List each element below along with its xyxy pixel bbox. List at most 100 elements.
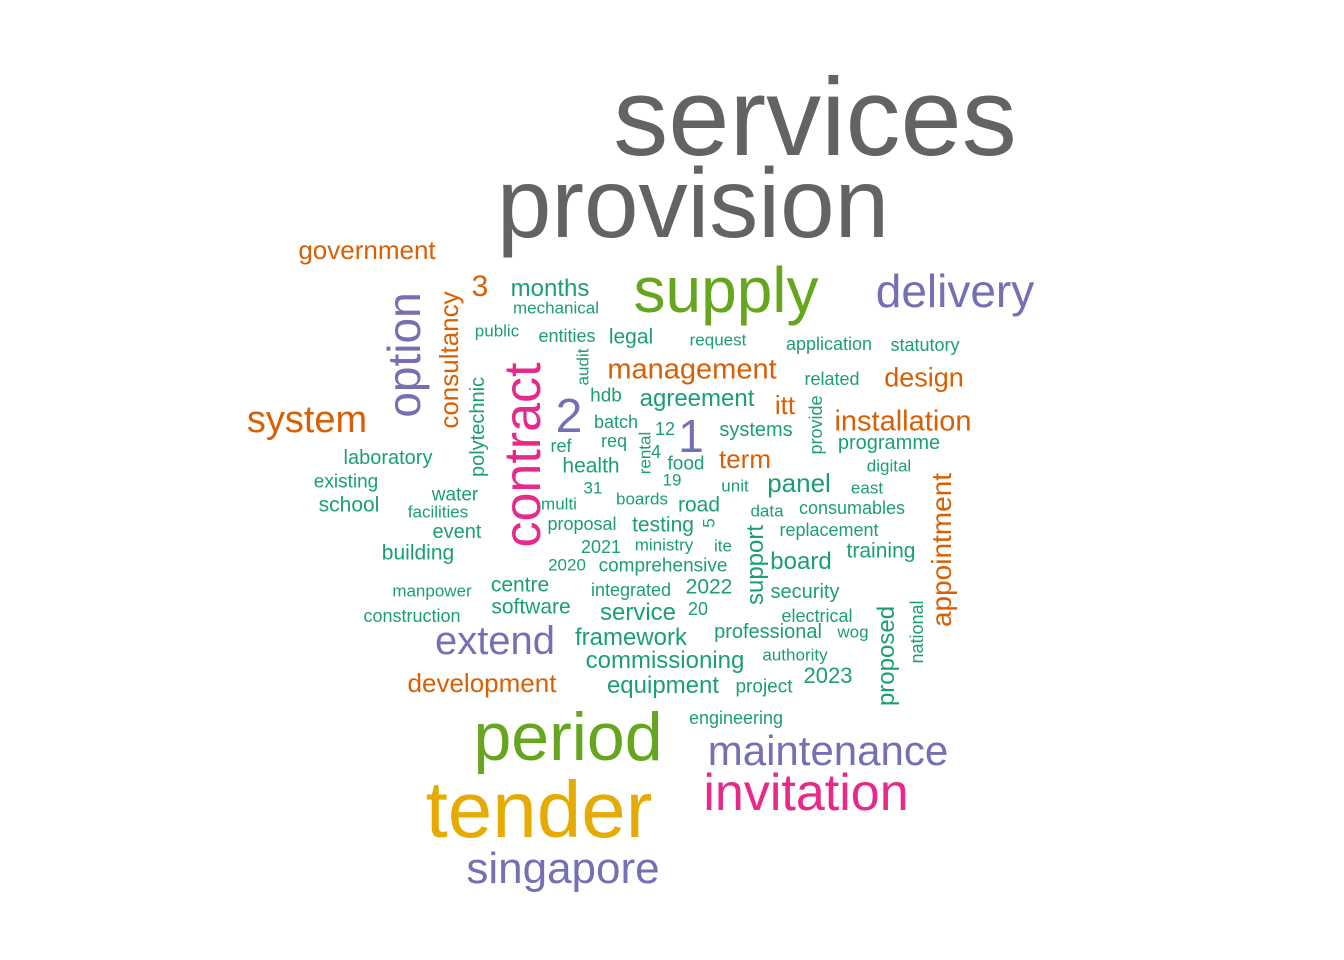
word-proposal: proposal: [547, 514, 617, 534]
word-2021: 2021: [580, 537, 622, 557]
word-laboratory: laboratory: [343, 447, 433, 469]
word-batch: batch: [593, 412, 639, 432]
word-construction: construction: [363, 606, 461, 626]
word-hdb: hdb: [590, 385, 622, 407]
word-consumables: consumables: [798, 498, 906, 518]
word-tender: tender: [425, 765, 653, 854]
word-statutory: statutory: [890, 335, 960, 355]
word-4: 4: [650, 442, 662, 462]
word-commissioning: commissioning: [585, 647, 745, 674]
word-services: services: [613, 56, 1017, 179]
word-engineering: engineering: [688, 708, 784, 728]
word-ref: ref: [550, 436, 572, 456]
word-comprehensive: comprehensive: [598, 555, 728, 577]
word-national: national: [907, 600, 927, 664]
word-panel: panel: [767, 468, 831, 498]
word-request: request: [689, 330, 747, 350]
word-government: government: [298, 235, 436, 265]
word-project: project: [735, 676, 793, 698]
word-provision: provision: [496, 148, 890, 258]
word-wog: wog: [837, 622, 869, 642]
word-water: water: [431, 484, 479, 506]
word-proposed: proposed: [873, 605, 900, 707]
word-delivery: delivery: [875, 265, 1035, 317]
word-software: software: [491, 595, 571, 619]
word-audit: audit: [573, 348, 593, 386]
word-development: development: [407, 668, 557, 698]
word-term: term: [719, 444, 771, 474]
word-singapore: singapore: [466, 844, 660, 893]
word-5: 5: [699, 518, 719, 528]
word-integrated: integrated: [590, 580, 672, 600]
word-road: road: [677, 493, 721, 517]
word-systems: systems: [719, 419, 793, 441]
word-application: application: [785, 334, 873, 354]
word-3: 3: [471, 270, 489, 303]
word-2023: 2023: [803, 663, 853, 688]
word-authority: authority: [762, 645, 828, 665]
word-testing: testing: [632, 513, 694, 537]
word-data: data: [750, 501, 784, 521]
word-professional: professional: [714, 621, 822, 643]
word-existing: existing: [313, 471, 379, 493]
word-period: period: [473, 699, 663, 775]
word-legal: legal: [608, 325, 654, 349]
word-2022: 2022: [685, 575, 733, 599]
word-months: months: [510, 275, 590, 302]
word-food: food: [667, 453, 705, 475]
word-training: training: [846, 539, 916, 563]
word-supply: supply: [633, 254, 819, 326]
word-management: management: [607, 353, 777, 386]
word-1: 1: [678, 410, 704, 462]
word-agreement: agreement: [639, 385, 755, 412]
word-invitation: invitation: [703, 764, 909, 822]
word-multi: multi: [541, 494, 577, 514]
word-programme: programme: [837, 432, 941, 454]
word-contract: contract: [494, 362, 552, 548]
word-20: 20: [687, 599, 709, 619]
word-31: 31: [583, 478, 603, 498]
word-east: east: [850, 478, 884, 498]
word-health: health: [562, 454, 620, 478]
word-facilities: facilities: [407, 502, 469, 522]
word-security: security: [770, 581, 840, 603]
word-centre: centre: [490, 573, 550, 597]
word-consultancy: consultancy: [434, 291, 464, 429]
word-framework: framework: [574, 624, 688, 651]
word-replacement: replacement: [779, 520, 879, 540]
word-ite: ite: [714, 536, 732, 556]
word-manpower: manpower: [392, 581, 472, 601]
word-unit: unit: [721, 476, 749, 496]
word-digital: digital: [866, 456, 912, 476]
word-appointment: appointment: [926, 472, 957, 628]
word-itt: itt: [774, 390, 796, 420]
word-event: event: [432, 521, 482, 543]
word-req: req: [600, 431, 628, 451]
word-boards: boards: [616, 489, 668, 509]
word-polytechnic: polytechnic: [467, 376, 489, 478]
word-extend: extend: [434, 619, 556, 663]
word-option: option: [378, 292, 430, 418]
word-building: building: [381, 541, 455, 565]
word-entities: entities: [538, 326, 596, 346]
word-school: school: [318, 493, 380, 517]
word-equipment: equipment: [606, 672, 720, 699]
word-service: service: [599, 599, 677, 626]
word-provide: provide: [806, 395, 826, 455]
word-mechanical: mechanical: [513, 298, 599, 318]
word-electrical: electrical: [781, 606, 853, 626]
word-2020: 2020: [548, 555, 586, 575]
word-maintenance: maintenance: [707, 727, 949, 774]
word-2: 2: [555, 390, 583, 443]
word-design: design: [884, 362, 964, 393]
word-ministry: ministry: [634, 535, 694, 555]
word-support: support: [742, 524, 769, 606]
word-public: public: [474, 321, 520, 341]
word-12: 12: [654, 419, 676, 439]
word-related: related: [804, 369, 860, 389]
word-system: system: [246, 399, 368, 441]
word-board: board: [770, 548, 832, 575]
word-19: 19: [662, 470, 682, 490]
word-installation: installation: [834, 405, 972, 438]
